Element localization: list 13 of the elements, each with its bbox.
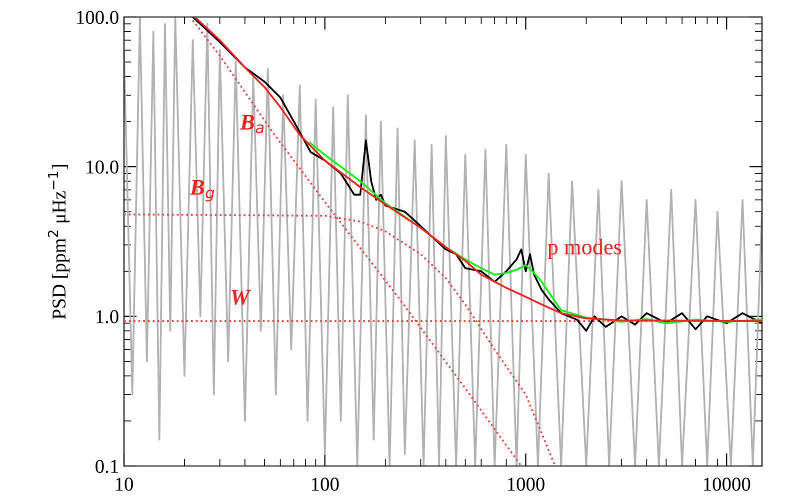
y-tick-label: 1.0 [96, 310, 118, 324]
x-tick-label: 1000 [508, 478, 544, 491]
y-axis-title: PSD [ppm$^{2}$ μHz$^{−1}$] [48, 164, 70, 320]
x-tick-label: 10 [116, 478, 133, 491]
y-tick-label: 100.0 [77, 10, 118, 24]
annotation: B$_{a}$ [240, 114, 264, 134]
annotation: W [232, 290, 252, 305]
x-tick-label: 100 [312, 478, 339, 491]
annotation: p modes [548, 238, 622, 259]
y-tick-label: 10.0 [86, 160, 118, 174]
x-tick-label: 10000 [704, 478, 750, 491]
annotation: B$_{g}$ [190, 180, 214, 202]
y-tick-label: 0.1 [96, 460, 118, 474]
